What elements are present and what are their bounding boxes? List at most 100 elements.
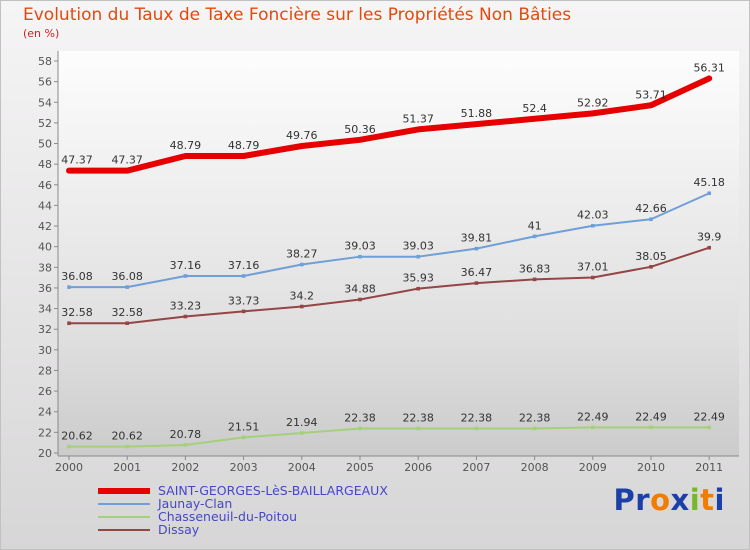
legend-label: Dissay xyxy=(158,522,200,537)
logo-letter: t xyxy=(700,483,715,517)
point-label-chasseneuil-du-poitou: 22.38 xyxy=(519,411,551,424)
series-marker-saint-georges-l-s-baillargeaux xyxy=(707,76,711,81)
series-marker-chasseneuil-du-poitou xyxy=(591,425,595,430)
point-label-dissay: 34.2 xyxy=(290,290,315,303)
y-tick-label: 24 xyxy=(38,406,52,419)
series-marker-chasseneuil-du-poitou xyxy=(300,431,304,435)
series-marker-jaunay-clan xyxy=(67,285,71,289)
y-tick-label: 52 xyxy=(38,117,52,130)
point-label-chasseneuil-du-poitou: 20.78 xyxy=(170,428,202,441)
series-marker-dissay xyxy=(183,314,188,319)
series-marker-dissay xyxy=(358,297,362,302)
series-marker-saint-georges-l-s-baillargeaux xyxy=(241,154,246,158)
point-label-dissay: 39.9 xyxy=(697,231,722,244)
y-tick-label: 46 xyxy=(38,179,52,192)
point-label-saint-georges-l-s-baillargeaux: 48.79 xyxy=(228,139,260,152)
y-tick-label: 30 xyxy=(38,344,52,357)
series-marker-saint-georges-l-s-baillargeaux xyxy=(183,154,188,158)
series-marker-saint-georges-l-s-baillargeaux xyxy=(125,168,129,173)
point-label-saint-georges-l-s-baillargeaux: 52.92 xyxy=(577,96,609,109)
x-tick-label: 2001 xyxy=(113,461,141,474)
series-marker-jaunay-clan xyxy=(591,223,595,228)
point-label-saint-georges-l-s-baillargeaux: 51.88 xyxy=(461,107,493,120)
series-marker-dissay xyxy=(241,309,246,314)
point-label-dissay: 36.83 xyxy=(519,262,551,275)
point-label-jaunay-clan: 39.81 xyxy=(461,232,493,245)
chart-title: Evolution du Taux de Taxe Foncière sur l… xyxy=(23,5,572,25)
point-label-jaunay-clan: 36.08 xyxy=(61,270,93,283)
series-line-saint-georges-l-s-baillargeaux xyxy=(66,75,713,174)
line-chart: 20 22 24 26 28 30 32 34 36 38 40 42 44 46 48 50 52 54 56 58… xyxy=(38,51,739,474)
legend-item-chasseneuil-du-poitou: Chasseneuil-du-Poitou xyxy=(98,510,388,523)
x-tick-label: 2009 xyxy=(579,461,607,474)
point-label-jaunay-clan: 37.16 xyxy=(170,259,202,272)
logo-letter: o xyxy=(650,483,671,517)
point-label-chasseneuil-du-poitou: 20.62 xyxy=(61,430,93,443)
series-marker-jaunay-clan xyxy=(707,191,711,196)
series-marker-dissay xyxy=(125,321,129,326)
series-marker-chasseneuil-du-poitou xyxy=(532,426,537,431)
series-marker-jaunay-clan xyxy=(241,274,246,278)
point-label-jaunay-clan: 42.66 xyxy=(635,202,667,215)
point-label-dissay: 34.88 xyxy=(344,283,376,296)
point-label-saint-georges-l-s-baillargeaux: 47.37 xyxy=(111,154,143,167)
series-marker-dissay xyxy=(474,281,479,285)
series-marker-jaunay-clan xyxy=(183,274,188,278)
point-label-chasseneuil-du-poitou: 22.38 xyxy=(344,411,376,424)
series-marker-saint-georges-l-s-baillargeaux xyxy=(67,168,71,173)
x-tick-label: 2002 xyxy=(171,461,199,474)
series-marker-saint-georges-l-s-baillargeaux xyxy=(532,116,537,121)
series-line-chasseneuil-du-poitou xyxy=(68,426,711,448)
legend-swatch xyxy=(98,515,150,518)
chart-legend: SAINT-GEORGES-LèS-BAILLARGEAUX Jaunay-Cla… xyxy=(98,484,388,536)
point-label-saint-georges-l-s-baillargeaux: 52.4 xyxy=(522,102,547,115)
point-label-jaunay-clan: 39.03 xyxy=(402,240,434,253)
series-marker-jaunay-clan xyxy=(532,234,537,239)
series-marker-jaunay-clan xyxy=(649,217,653,222)
series-marker-dissay xyxy=(67,321,71,326)
series-marker-saint-georges-l-s-baillargeaux xyxy=(591,111,595,116)
proxiti-logo: Proxiti xyxy=(613,483,725,517)
y-tick-label: 32 xyxy=(38,323,52,336)
point-label-dissay: 35.93 xyxy=(402,272,434,285)
point-label-dissay: 33.23 xyxy=(170,300,202,313)
series-marker-saint-georges-l-s-baillargeaux xyxy=(474,122,479,126)
y-tick-label: 42 xyxy=(38,220,52,233)
legend-label: Chasseneuil-du-Poitou xyxy=(158,509,298,524)
x-tick-label: 2008 xyxy=(521,461,549,474)
y-tick-label: 54 xyxy=(38,96,52,109)
chart-subtitle: (en %) xyxy=(23,27,60,40)
point-label-chasseneuil-du-poitou: 22.38 xyxy=(402,411,434,424)
series-marker-dissay xyxy=(532,277,537,282)
series-marker-saint-georges-l-s-baillargeaux xyxy=(300,144,304,148)
point-label-dissay: 33.73 xyxy=(228,294,260,307)
point-label-jaunay-clan: 45.18 xyxy=(693,176,725,189)
legend-swatch xyxy=(98,502,150,505)
x-tick-label: 2005 xyxy=(346,461,374,474)
y-tick-label: 58 xyxy=(38,55,52,68)
series-marker-chasseneuil-du-poitou xyxy=(125,444,129,449)
point-label-jaunay-clan: 37.16 xyxy=(228,259,260,272)
y-tick-label: 26 xyxy=(38,385,52,398)
series-marker-dissay xyxy=(707,245,711,250)
series-marker-chasseneuil-du-poitou xyxy=(183,443,188,447)
point-label-jaunay-clan: 42.03 xyxy=(577,209,609,222)
legend-swatch xyxy=(98,487,150,494)
series-line-jaunay-clan xyxy=(68,192,711,289)
logo-letter: r xyxy=(635,483,651,517)
legend-swatch xyxy=(98,528,150,531)
x-tick-label: 2011 xyxy=(695,461,723,474)
series-marker-saint-georges-l-s-baillargeaux xyxy=(358,138,362,142)
series-marker-chasseneuil-du-poitou xyxy=(241,435,246,440)
series-marker-chasseneuil-du-poitou xyxy=(649,425,653,430)
y-tick-label: 22 xyxy=(38,426,52,439)
legend-item-jaunay-clan: Jaunay-Clan xyxy=(98,497,388,510)
point-label-dissay: 32.58 xyxy=(61,306,93,319)
point-label-chasseneuil-du-poitou: 22.38 xyxy=(461,411,493,424)
series-marker-chasseneuil-du-poitou xyxy=(358,426,362,431)
point-label-chasseneuil-du-poitou: 21.94 xyxy=(286,416,318,429)
point-label-jaunay-clan: 39.03 xyxy=(344,240,376,253)
logo-letter: P xyxy=(613,483,636,517)
point-label-saint-georges-l-s-baillargeaux: 49.76 xyxy=(286,129,318,142)
point-label-jaunay-clan: 41 xyxy=(528,219,542,232)
